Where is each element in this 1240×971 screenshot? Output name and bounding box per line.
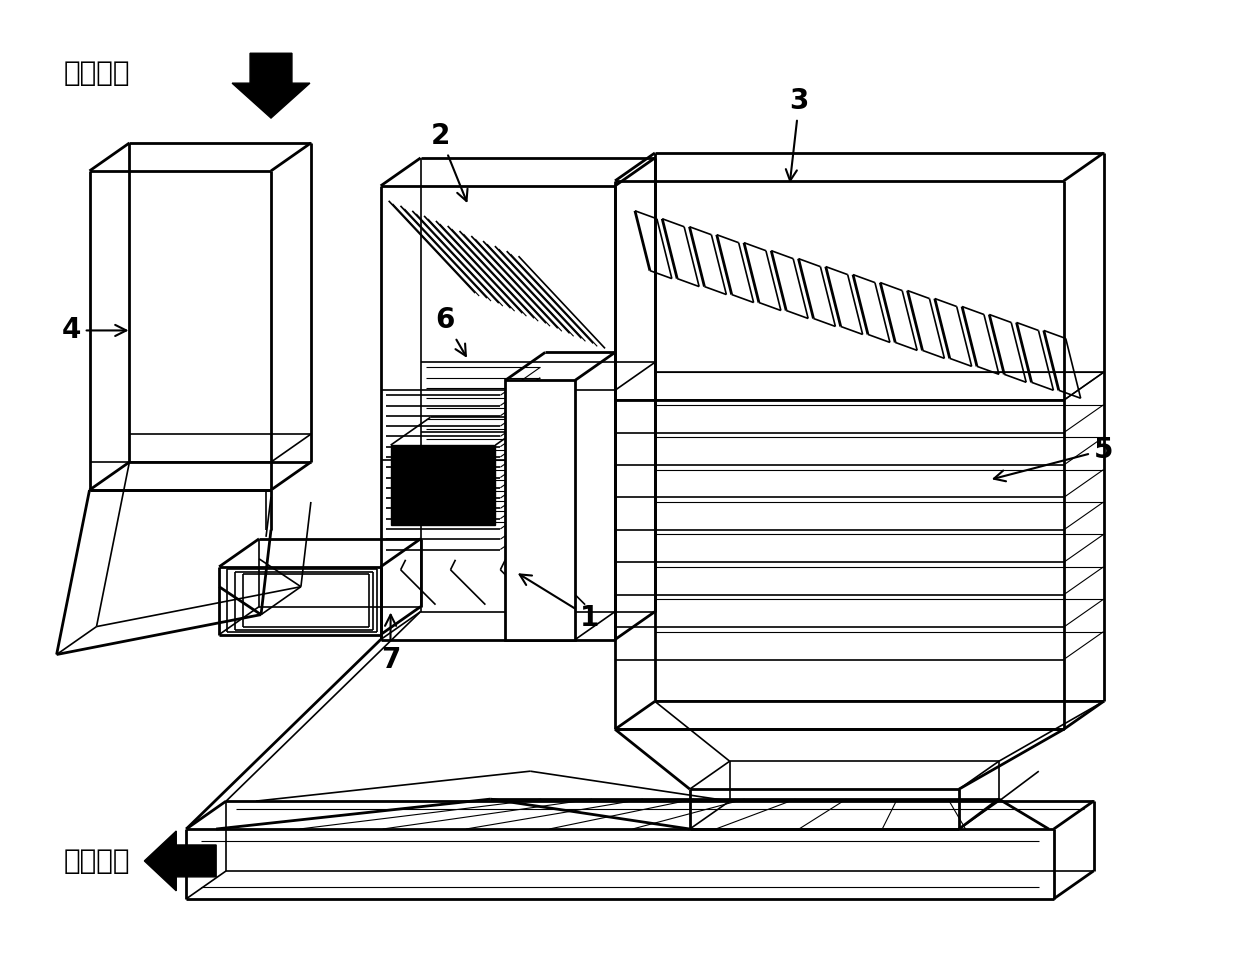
FancyArrow shape	[232, 53, 310, 118]
Polygon shape	[391, 445, 495, 525]
Polygon shape	[506, 381, 575, 640]
Text: 烟气入口: 烟气入口	[63, 59, 130, 87]
Text: 3: 3	[786, 87, 808, 181]
Text: 5: 5	[994, 436, 1114, 482]
Text: 烟气出口: 烟气出口	[63, 847, 130, 875]
Text: 4: 4	[62, 317, 126, 345]
Text: 2: 2	[430, 122, 467, 201]
Text: 6: 6	[435, 307, 466, 356]
Text: 1: 1	[520, 575, 599, 631]
FancyArrow shape	[144, 831, 216, 890]
Text: 7: 7	[381, 615, 401, 674]
